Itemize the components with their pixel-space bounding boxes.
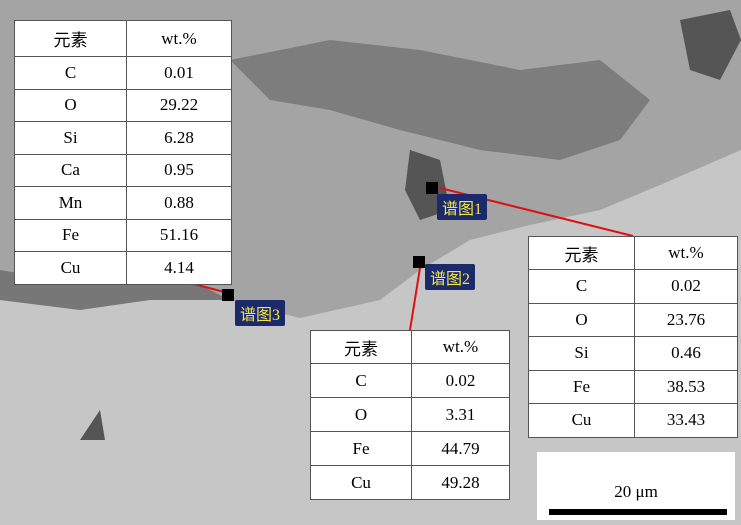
cell: C — [311, 364, 412, 398]
spectrum-label: 谱图1 — [437, 194, 487, 220]
header-cell: wt.% — [412, 331, 510, 364]
cell: 6.28 — [127, 122, 232, 155]
cell: 3.31 — [412, 398, 510, 432]
header-cell: 元素 — [529, 237, 635, 270]
cell: C — [529, 270, 635, 304]
spot-marker — [222, 289, 234, 301]
cell: 0.01 — [127, 57, 232, 90]
cell: 0.46 — [635, 337, 738, 371]
cell: Fe — [311, 432, 412, 466]
cell: 0.95 — [127, 154, 232, 187]
cell: Cu — [15, 252, 127, 285]
spectrum-label: 谱图3 — [235, 300, 285, 326]
cell: 0.88 — [127, 187, 232, 220]
spot-marker — [413, 256, 425, 268]
cell: 51.16 — [127, 219, 232, 252]
cell: Mn — [15, 187, 127, 220]
cell: C — [15, 57, 127, 90]
scale-bar: 20 μm — [537, 452, 735, 520]
spot-marker — [426, 182, 438, 194]
cell: Si — [529, 337, 635, 371]
scale-text: 20 μm — [537, 482, 735, 502]
cell: Fe — [529, 370, 635, 404]
cell: 23.76 — [635, 303, 738, 337]
cell: O — [15, 89, 127, 122]
cell: 44.79 — [412, 432, 510, 466]
cell: Ca — [15, 154, 127, 187]
header-cell: wt.% — [127, 21, 232, 57]
spectrum-label: 谱图2 — [425, 264, 475, 290]
cell: O — [529, 303, 635, 337]
cell: 29.22 — [127, 89, 232, 122]
cell: 0.02 — [412, 364, 510, 398]
cell: Fe — [15, 219, 127, 252]
cell: 4.14 — [127, 252, 232, 285]
cell: Si — [15, 122, 127, 155]
header-cell: 元素 — [15, 21, 127, 57]
cell: 49.28 — [412, 466, 510, 500]
micrograph-view: 谱图3 谱图2 谱图1 20 μm 元素wt.%C0.01O29.22Si6.2… — [0, 0, 741, 525]
cell: Cu — [311, 466, 412, 500]
cell: O — [311, 398, 412, 432]
cell: 33.43 — [635, 404, 738, 438]
cell: 0.02 — [635, 270, 738, 304]
cell: 38.53 — [635, 370, 738, 404]
header-cell: 元素 — [311, 331, 412, 364]
cell: Cu — [529, 404, 635, 438]
scale-line — [549, 509, 727, 515]
header-cell: wt.% — [635, 237, 738, 270]
